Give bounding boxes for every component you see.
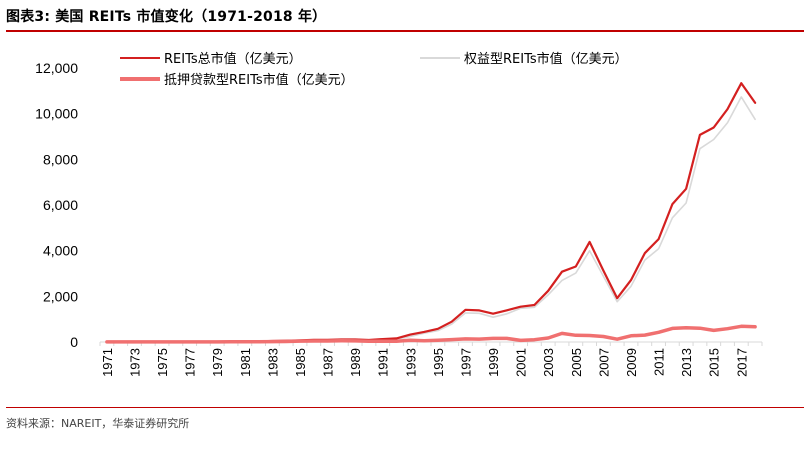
y-tick-label: 8,000 [43,151,78,167]
legend-label-total: REITs总市值（亿美元） [164,52,302,67]
y-tick-label: 6,000 [43,197,78,213]
x-tick-label: 2017 [734,348,749,377]
series-line-equity-line [106,96,756,343]
series-line-mortgage-line [105,324,757,344]
chart-title: 图表3: 美国 REITs 市值变化（1971-2018 年） [6,9,327,25]
y-tick-label: 2,000 [43,288,78,304]
footer-rule [6,407,804,408]
legend-item-equity: 权益型REITs市值（亿美元） [420,48,628,67]
legend-label-mortgage: 抵押贷款型REITs市值（亿美元） [164,73,354,88]
legend-item-total: REITs总市值（亿美元） [120,48,302,67]
source-note: 资料来源：NAREIT，华泰证券研究所 [6,417,190,430]
x-tick-label: 1973 [127,348,142,377]
x-tick-label: 1981 [238,348,253,377]
x-tick-label: 2007 [596,348,611,377]
x-tick-label: 2003 [541,348,556,377]
legend-swatch-equity [420,56,460,59]
x-tick-label: 1991 [376,348,391,377]
legend-item-mortgage: 抵押贷款型REITs市值（亿美元） [120,69,354,88]
x-tick-label: 1995 [431,348,446,377]
legend-swatch-total [120,56,160,59]
x-tick-label: 1989 [348,348,363,377]
x-tick-label: 2009 [624,348,639,377]
x-tick-label: 1971 [100,348,115,377]
title-rule [6,30,804,32]
y-tick-label: 0 [70,334,78,350]
x-tick-label: 1983 [265,348,280,377]
x-tick-label: 1987 [321,348,336,377]
legend-swatch-mortgage [120,76,160,81]
x-tick-label: 1993 [403,348,418,377]
y-tick-label: 10,000 [35,106,78,122]
x-tick-label: 1975 [155,348,170,377]
y-tick-label: 12,000 [35,60,78,76]
x-tick-label: 1997 [458,348,473,377]
x-tick-label: 2005 [569,348,584,377]
x-tick-label: 1979 [210,348,225,377]
legend-label-equity: 权益型REITs市值（亿美元） [464,52,628,67]
x-tick-label: 2011 [652,348,667,376]
x-tick-label: 2013 [679,348,694,377]
x-tick-label: 1999 [486,348,501,377]
x-tick-label: 2001 [514,348,529,377]
x-tick-label: 2015 [707,348,722,377]
series-line-total-line [105,82,757,343]
x-tick-label: 1985 [293,348,308,377]
y-tick-label: 4,000 [43,243,78,259]
chart-svg: 0 2,000 4,000 6,000 8,000 10,000 12,000 1971 197… [35,60,763,377]
x-tick-label: 1977 [183,348,198,377]
